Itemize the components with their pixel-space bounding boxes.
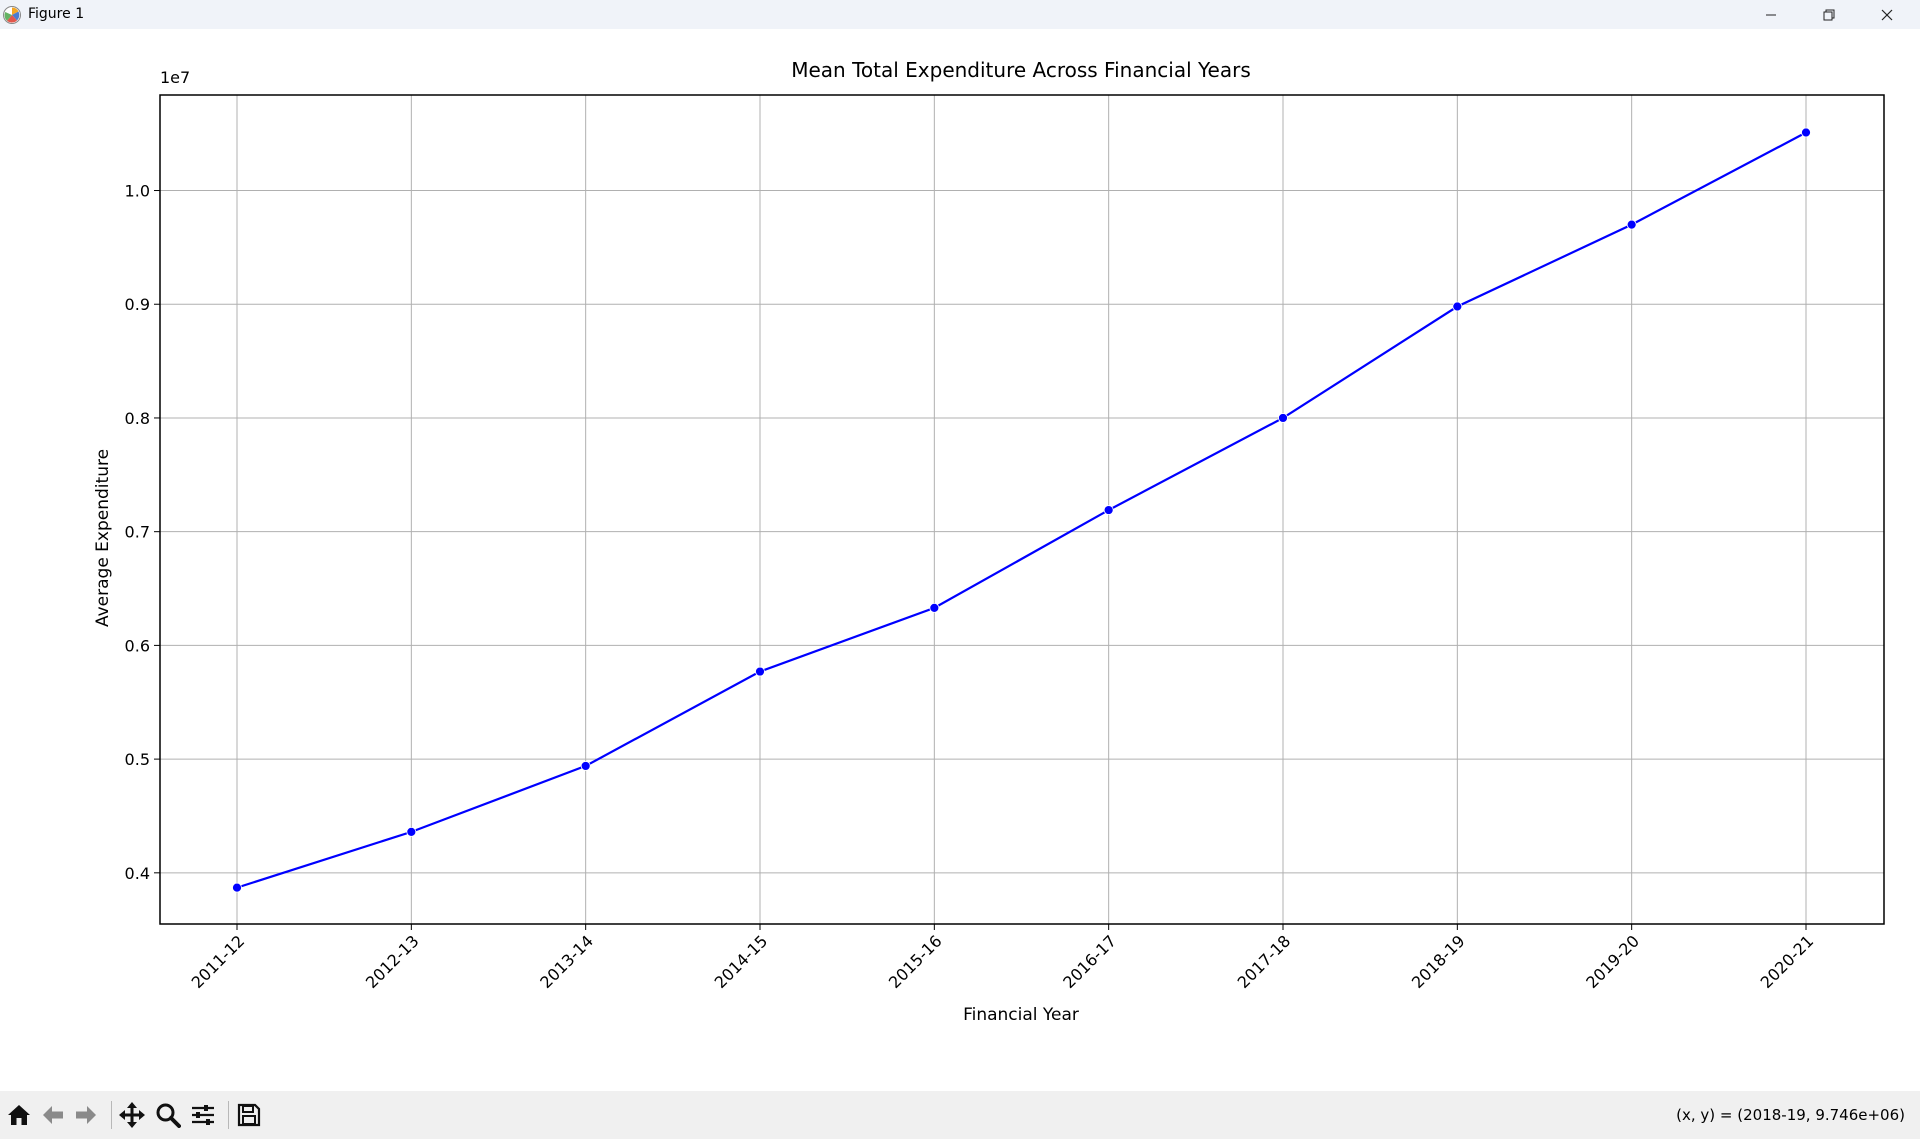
y-offset-label: 1e7 <box>160 68 190 87</box>
y-tick-label: 0.4 <box>125 864 150 883</box>
close-button[interactable] <box>1858 0 1916 29</box>
minimize-button[interactable] <box>1742 0 1800 29</box>
y-tick-label: 0.6 <box>125 636 150 655</box>
window-titlebar: Figure 1 <box>0 0 1920 29</box>
back-icon <box>43 1106 63 1124</box>
y-tick-label: 0.9 <box>125 295 150 314</box>
plot-area-frame <box>159 94 1885 925</box>
series-line <box>236 131 1807 889</box>
pan-icon <box>119 1102 145 1128</box>
series-layer <box>232 127 1811 893</box>
home-icon <box>8 1105 30 1125</box>
x-tick-label: 2014-15 <box>711 931 772 992</box>
restore-button[interactable] <box>1800 0 1858 29</box>
forward-icon <box>76 1106 96 1124</box>
configure-subplots-button[interactable] <box>187 1099 219 1131</box>
y-axis-label: Average Expenditure <box>93 449 113 627</box>
configure-subplots-icon <box>192 1105 214 1125</box>
forward-button[interactable] <box>70 1099 102 1131</box>
save-button[interactable] <box>233 1099 265 1131</box>
x-tick-label: 2019-20 <box>1582 931 1643 992</box>
toolbar-separator <box>111 1101 112 1129</box>
data-point <box>1452 301 1463 312</box>
pan-button[interactable] <box>116 1099 148 1131</box>
y-tick-label: 0.7 <box>125 523 150 542</box>
grid-layer <box>160 95 1884 924</box>
x-ticks: 2011-12 2012-13 2013-14 2014-15 2015-16 2016-… <box>188 924 1818 992</box>
minimize-icon <box>1766 14 1776 15</box>
chart-title: Mean Total Expenditure Across Financial … <box>791 58 1251 82</box>
x-tick-label: 2013-14 <box>536 931 597 992</box>
data-point <box>755 666 765 677</box>
matplotlib-logo-icon <box>3 6 21 24</box>
data-point <box>1626 219 1637 230</box>
data-point <box>406 826 417 837</box>
data-point <box>232 882 242 893</box>
data-point <box>1278 413 1288 423</box>
y-ticks: 0.4 0.5 0.6 0.7 0.8 0.9 1.0 <box>125 182 160 883</box>
x-axis-label: Financial Year <box>963 1005 1079 1025</box>
x-tick-label: 2011-12 <box>188 931 249 992</box>
line-chart: 2011-12 2012-13 2013-14 2014-15 2015-16 2016-… <box>93 58 1885 1025</box>
data-point <box>1103 505 1114 515</box>
y-tick-label: 1.0 <box>125 182 150 201</box>
zoom-icon <box>156 1103 181 1128</box>
x-tick-label: 2020-21 <box>1757 931 1818 992</box>
data-point <box>929 602 940 613</box>
navigation-toolbar: (x, y) = (2018-19, 9.746e+06) <box>0 1091 1920 1139</box>
home-button[interactable] <box>3 1099 35 1131</box>
figure-canvas[interactable]: 2011-12 2012-13 2013-14 2014-15 2015-16 2016-… <box>0 29 1920 1091</box>
save-icon <box>237 1103 261 1127</box>
y-tick-label: 0.5 <box>125 750 150 769</box>
toolbar-separator <box>228 1101 229 1129</box>
x-tick-label: 2017-18 <box>1234 931 1295 992</box>
data-point <box>1801 127 1811 138</box>
x-tick-label: 2012-13 <box>362 931 423 992</box>
y-tick-label: 0.8 <box>125 409 150 428</box>
cursor-coordinates: (x, y) = (2018-19, 9.746e+06) <box>1676 1106 1905 1124</box>
close-icon <box>1881 9 1893 20</box>
back-button[interactable] <box>37 1099 69 1131</box>
restore-icon <box>1823 9 1835 20</box>
window-title: Figure 1 <box>28 6 85 22</box>
data-point <box>580 761 591 771</box>
x-tick-label: 2016-17 <box>1059 931 1120 992</box>
zoom-button[interactable] <box>152 1099 184 1131</box>
x-tick-label: 2018-19 <box>1408 931 1469 992</box>
x-tick-label: 2015-16 <box>885 931 946 992</box>
